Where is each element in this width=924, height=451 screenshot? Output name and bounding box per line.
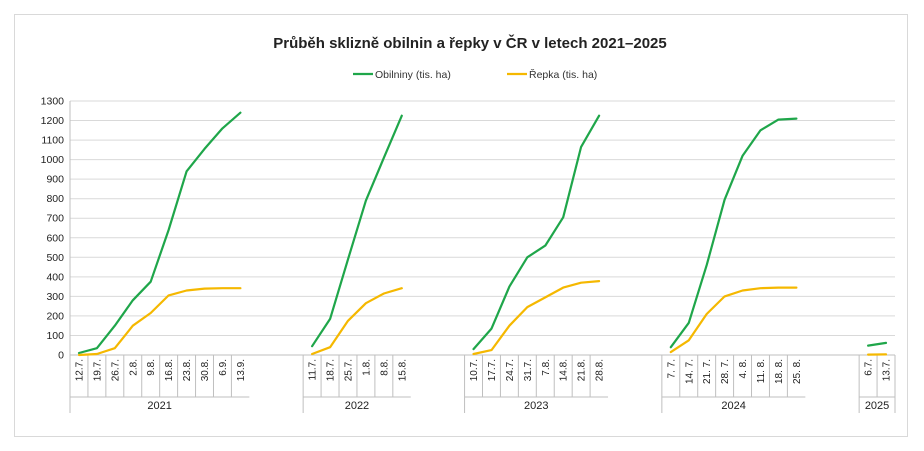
year-label: 2025 — [865, 400, 889, 412]
series-line-2024-repka — [669, 286, 798, 354]
year-label: 2022 — [345, 400, 369, 412]
x-tick-label: 2.8. — [128, 359, 139, 376]
chart-frame: Průběh sklizně obilnin a řepky v ČR v le… — [14, 14, 908, 437]
y-tick-label: 1000 — [41, 154, 65, 166]
x-tick-label: 4. 8. — [738, 359, 749, 378]
y-tick-label: 500 — [46, 252, 64, 264]
series-line-2023-repka — [472, 280, 601, 356]
gridlines — [70, 100, 895, 356]
series-lines — [77, 111, 888, 357]
x-tick-label: 28.8. — [595, 359, 606, 381]
y-tick-label: 200 — [46, 310, 64, 322]
series-line-2025-obilniny — [866, 341, 888, 347]
harvest-line-chart: Průběh sklizně obilnin a řepky v ČR v le… — [41, 34, 896, 413]
y-tick-label: 1200 — [41, 115, 65, 127]
y-tick-label: 1300 — [41, 96, 65, 108]
series-line-2021-repka — [77, 287, 242, 357]
x-tick-label: 26.7. — [110, 359, 121, 381]
legend-label: Obilniny (tis. ha) — [375, 69, 451, 81]
series-line-2023-obilniny — [472, 114, 601, 351]
x-tick-label: 11.7. — [308, 359, 319, 381]
x-tick-label: 18.7. — [326, 359, 337, 381]
x-tick-label: 25. 8. — [792, 359, 803, 384]
y-tick-label: 1100 — [41, 135, 64, 147]
x-tick-label: 16.8. — [164, 359, 175, 381]
x-tick-label: 23.8. — [182, 359, 193, 381]
chart-title: Průběh sklizně obilnin a řepky v ČR v le… — [273, 34, 667, 52]
x-tick-label: 13.7. — [882, 359, 893, 381]
y-tick-label: 700 — [46, 213, 64, 225]
y-tick-label: 600 — [46, 232, 64, 244]
y-tick-label: 100 — [46, 330, 64, 342]
x-tick-label: 6.9. — [218, 359, 229, 376]
x-tick-label: 24.7. — [505, 359, 516, 381]
year-label: 2024 — [721, 400, 745, 412]
y-tick-label: 300 — [46, 291, 64, 303]
y-tick-label: 900 — [46, 174, 64, 186]
x-tick-label: 25.7. — [343, 359, 354, 381]
year-label: 2023 — [524, 400, 548, 412]
series-line-2022-obilniny — [311, 114, 403, 348]
x-tick-label: 9.8. — [146, 359, 157, 376]
x-tick-label: 7. 7. — [666, 359, 677, 378]
x-tick-label: 8.8. — [379, 359, 390, 376]
x-tick-label: 19.7. — [92, 359, 103, 381]
x-tick-label: 12.7. — [74, 359, 85, 381]
legend: Obilniny (tis. ha) Řepka (tis. ha) — [353, 68, 597, 81]
x-tick-label: 10.7. — [469, 359, 480, 381]
x-tick-label: 21. 7. — [702, 359, 713, 384]
x-tick-label: 14.8. — [559, 359, 570, 381]
x-tick-label: 18. 8. — [774, 359, 785, 384]
y-axis: 0 100 200 300 400 500 600 700 800 900 1000 1100 1200… — [41, 96, 71, 362]
y-tick-label: 800 — [46, 193, 64, 205]
x-tick-label: 15.8. — [397, 359, 408, 381]
series-line-2022-repka — [311, 287, 403, 356]
y-tick-label: 400 — [46, 271, 64, 283]
x-tick-label: 14. 7. — [684, 359, 695, 384]
x-tick-label: 30.8. — [200, 359, 211, 381]
x-tick-label: 28. 7. — [720, 359, 731, 384]
year-label: 2021 — [147, 400, 171, 412]
y-tick-label: 0 — [58, 350, 64, 362]
x-axis: 12.7. 19.7. 26.7. 2.8. 9.8. 16.8. 23.8. 30.8. 6.… — [69, 354, 896, 413]
x-tick-label: 13.9. — [236, 359, 247, 381]
x-tick-label: 17.7. — [487, 359, 498, 381]
x-tick-label: 7.8. — [541, 359, 552, 376]
series-line-2024-obilniny — [669, 117, 798, 349]
x-tick-label: 31.7. — [523, 359, 534, 381]
x-tick-label: 11. 8. — [756, 359, 767, 383]
x-tick-label: 21.8. — [577, 359, 588, 381]
x-tick-label: 6.7. — [864, 359, 875, 376]
series-line-2021-obilniny — [77, 111, 242, 355]
legend-label: Řepka (tis. ha) — [529, 68, 597, 81]
x-tick-label: 1.8. — [361, 359, 372, 376]
